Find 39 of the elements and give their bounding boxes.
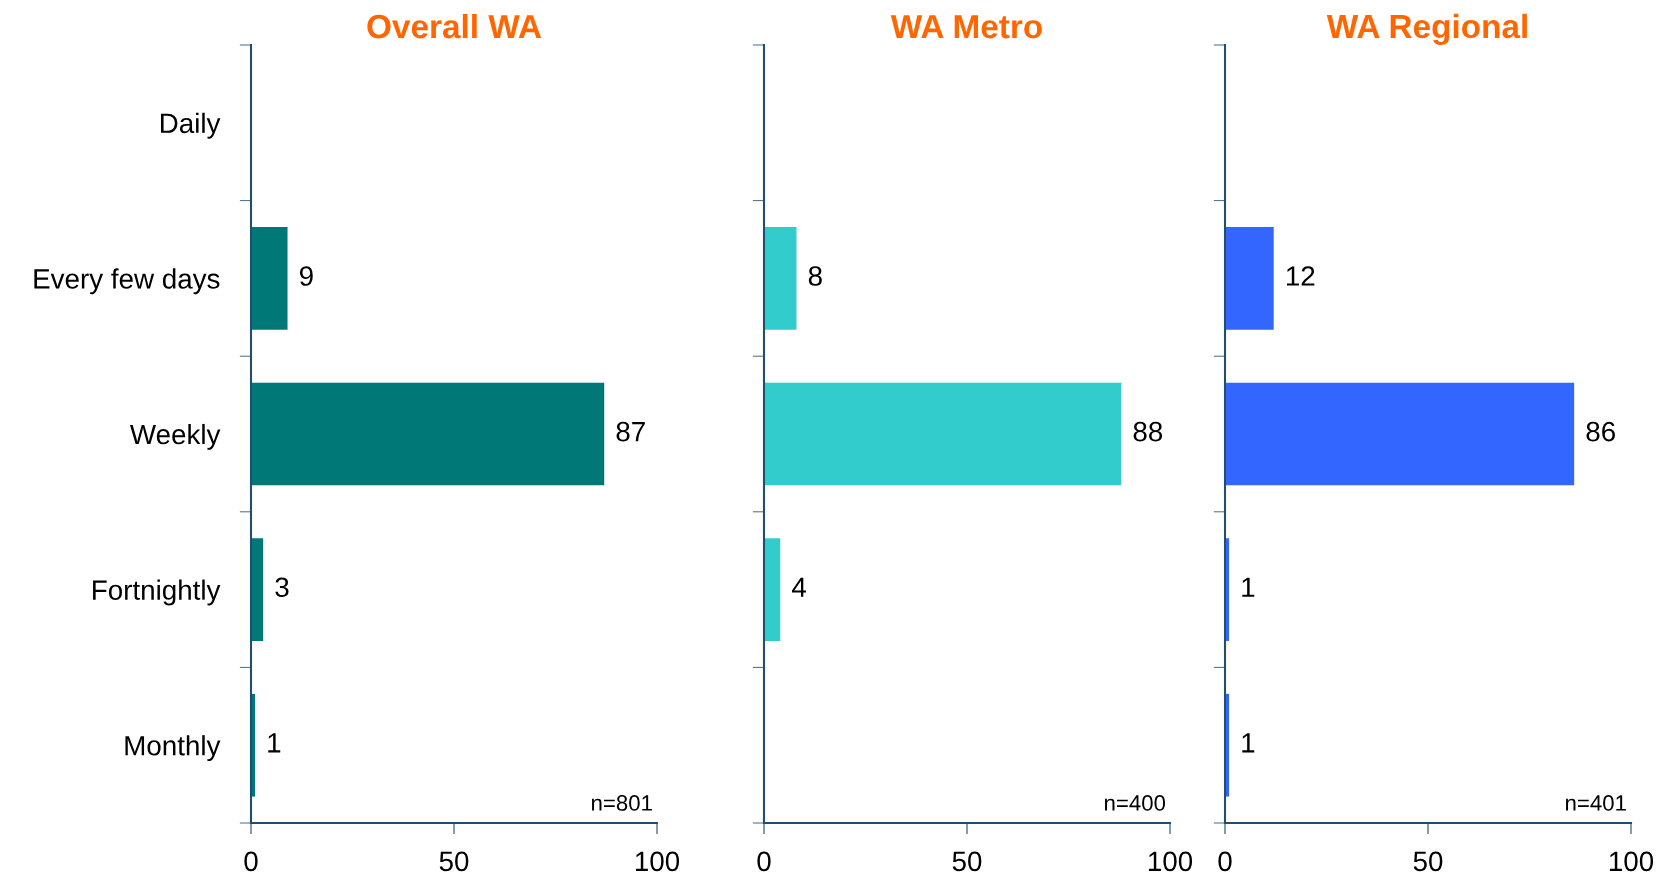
y-tick-label: Every few days bbox=[34, 268, 220, 295]
data-label: 1 bbox=[1242, 733, 1255, 753]
bar bbox=[1225, 227, 1274, 330]
bar bbox=[251, 382, 605, 486]
x-tick-label: 0 bbox=[1218, 851, 1232, 872]
data-label: 1 bbox=[268, 733, 281, 753]
bar bbox=[764, 538, 781, 641]
data-label: 3 bbox=[275, 577, 289, 598]
data-label: 8 bbox=[808, 266, 822, 286]
bar bbox=[251, 538, 264, 641]
data-label: 4 bbox=[791, 577, 806, 597]
annotation: n=401 bbox=[1566, 795, 1626, 811]
bar bbox=[251, 227, 288, 330]
data-label: 9 bbox=[299, 266, 313, 286]
bar bbox=[764, 227, 797, 330]
data-label: 86 bbox=[1586, 421, 1615, 442]
y-tick-label: Fortnightly bbox=[93, 579, 221, 606]
chart-title: WA Regional bbox=[1326, 13, 1527, 45]
data-label: 88 bbox=[1133, 421, 1163, 442]
x-tick-label: 0 bbox=[757, 851, 771, 872]
x-tick-label: 100 bbox=[635, 851, 680, 872]
x-tick-label: 50 bbox=[439, 851, 469, 872]
x-tick-label: 100 bbox=[1148, 851, 1193, 872]
x-tick-label: 50 bbox=[1413, 851, 1443, 872]
annotation: n=801 bbox=[592, 795, 652, 811]
y-tick-label: Weekly bbox=[129, 423, 221, 450]
x-tick-label: 50 bbox=[952, 851, 982, 872]
bar bbox=[1225, 382, 1575, 486]
x-tick-label: 100 bbox=[1609, 851, 1654, 872]
data-label: 1 bbox=[1242, 577, 1255, 597]
data-label: 87 bbox=[616, 421, 645, 442]
chart-title: Overall WA bbox=[367, 13, 542, 39]
y-tick-label: Daily bbox=[160, 112, 221, 139]
data-label: 12 bbox=[1286, 266, 1315, 286]
x-tick-label: 0 bbox=[244, 851, 258, 872]
bar bbox=[764, 382, 1122, 486]
chart-title: WA Metro bbox=[890, 15, 1042, 39]
annotation: n=400 bbox=[1105, 795, 1166, 811]
y-tick-label: Monthly bbox=[125, 735, 221, 762]
